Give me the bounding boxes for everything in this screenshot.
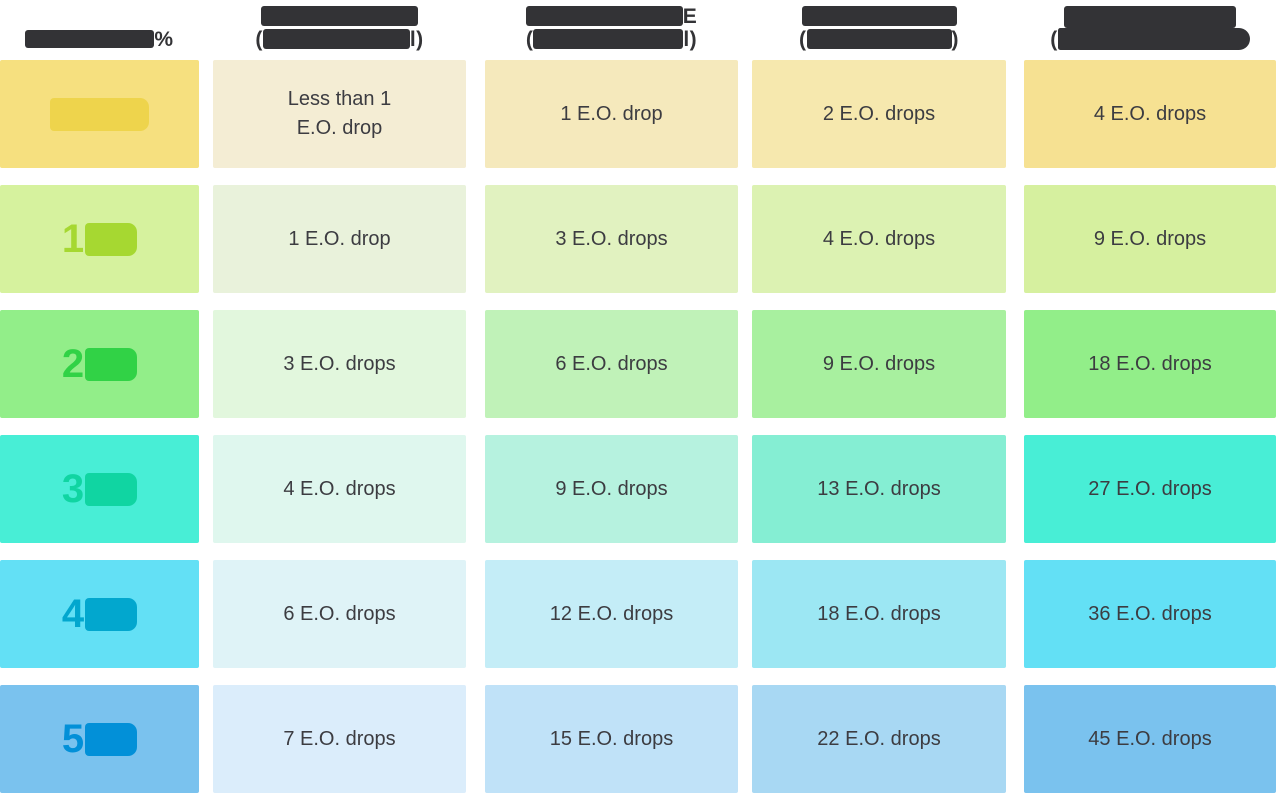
column-header-4: ( ) [752, 0, 1006, 55]
row-label-digit: 5 [61, 717, 85, 761]
row-label-cell: 1 [0, 185, 199, 293]
header-line: % [25, 28, 173, 50]
row-label-cell: 4 [0, 560, 199, 668]
redaction-bar [261, 6, 418, 26]
table-row: 2 3 E.O. drops 6 E.O. drops 9 E.O. drops… [0, 310, 1276, 418]
redaction-bar [1057, 28, 1250, 50]
column-header-2: ( l) [213, 0, 466, 55]
header-line: ( ) [799, 28, 959, 50]
data-cell: 15 E.O. drops [485, 685, 738, 793]
label-highlight-bar [50, 97, 149, 131]
row-label-digit: 4 [61, 592, 85, 636]
table-row: 4 6 E.O. drops 12 E.O. drops 18 E.O. dro… [0, 560, 1276, 668]
header-line [1064, 6, 1236, 28]
label-highlight-bar [85, 222, 138, 256]
redaction-bar [806, 29, 952, 49]
header-row: % ( l) E ( l) [0, 0, 1276, 55]
data-cell: 4 E.O. drops [1024, 60, 1276, 168]
label-highlight-bar [85, 347, 138, 381]
row-label-cell: 3 [0, 435, 199, 543]
data-cell: 1 E.O. drop [213, 185, 466, 293]
header-text-fragment: % [154, 27, 174, 51]
data-cell: 9 E.O. drops [1024, 185, 1276, 293]
header-text-fragment: E [682, 4, 698, 28]
header-line: ( [1050, 28, 1250, 50]
row-label-digit: 2 [61, 342, 85, 386]
row-label-cell: 2 [0, 310, 199, 418]
header-text-fragment: ( [525, 27, 534, 51]
column-header-5: ( [1024, 0, 1276, 55]
data-cell: 6 E.O. drops [213, 560, 466, 668]
redaction-bar [801, 6, 957, 26]
data-cell: 9 E.O. drops [485, 435, 738, 543]
data-cell: 4 E.O. drops [213, 435, 466, 543]
table-row: 5 7 E.O. drops 15 E.O. drops 22 E.O. dro… [0, 685, 1276, 793]
data-cell: 18 E.O. drops [752, 560, 1006, 668]
header-line: ( l) [526, 28, 697, 50]
header-text-fragment: ) [951, 27, 959, 51]
row-label-cell: 5 [0, 685, 199, 793]
data-cell: 6 E.O. drops [485, 310, 738, 418]
label-highlight-bar [85, 722, 138, 756]
data-cell: 27 E.O. drops [1024, 435, 1276, 543]
row-label-digit: 3 [61, 467, 85, 511]
header-text-fragment: ( [255, 27, 263, 51]
redaction-bar [533, 29, 684, 49]
label-highlight-bar [85, 472, 138, 506]
data-cell: 9 E.O. drops [752, 310, 1006, 418]
row-label-cell [0, 60, 199, 168]
row-label-digit: 1 [61, 217, 85, 261]
data-cell: 2 E.O. drops [752, 60, 1006, 168]
data-cell: 1 E.O. drop [485, 60, 738, 168]
header-text-fragment: l) [683, 27, 698, 51]
table-row: Less than 1 E.O. drop 1 E.O. drop 2 E.O.… [0, 60, 1276, 168]
data-cell: 7 E.O. drops [213, 685, 466, 793]
data-cell: 45 E.O. drops [1024, 685, 1276, 793]
table-row: 1 1 E.O. drop 3 E.O. drops 4 E.O. drops … [0, 185, 1276, 293]
table-row: 3 4 E.O. drops 9 E.O. drops 13 E.O. drop… [0, 435, 1276, 543]
data-cell: 13 E.O. drops [752, 435, 1006, 543]
data-cell: 3 E.O. drops [213, 310, 466, 418]
column-header-3: E ( l) [485, 0, 738, 55]
header-text-fragment: ( [1050, 27, 1058, 51]
header-text-fragment: l) [409, 27, 424, 51]
data-cell: 12 E.O. drops [485, 560, 738, 668]
data-cell: 36 E.O. drops [1024, 560, 1276, 668]
data-cell: 4 E.O. drops [752, 185, 1006, 293]
label-highlight-bar [85, 597, 138, 631]
header-line [801, 5, 957, 27]
data-cell: 22 E.O. drops [752, 685, 1006, 793]
data-cell: Less than 1 E.O. drop [213, 60, 466, 168]
redaction-bar [25, 30, 155, 48]
header-text-fragment: ( [799, 27, 807, 51]
redaction-bar [1064, 6, 1236, 28]
header-line: ( l) [255, 28, 423, 50]
redaction-bar [525, 6, 683, 26]
data-cell: 18 E.O. drops [1024, 310, 1276, 418]
column-header-1: % [0, 0, 199, 55]
header-line [261, 5, 418, 27]
header-line: E [525, 4, 698, 28]
data-cell: 3 E.O. drops [485, 185, 738, 293]
redaction-bar [262, 29, 410, 49]
